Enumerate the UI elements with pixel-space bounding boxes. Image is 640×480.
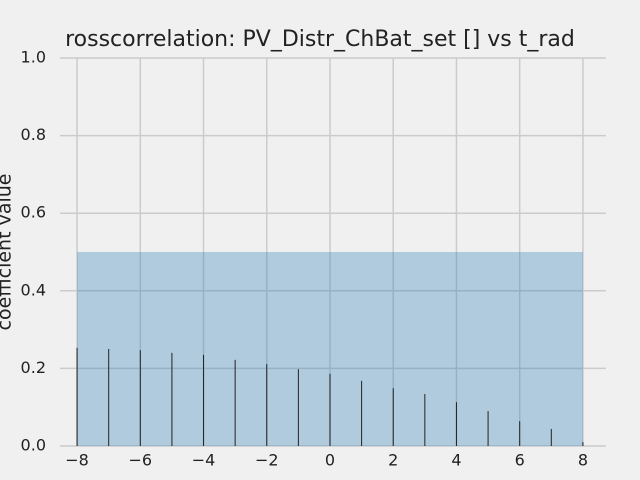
x-tick-label: −2 xyxy=(255,451,279,470)
x-tick-label: 2 xyxy=(388,451,398,470)
x-tick-label: 4 xyxy=(451,451,461,470)
x-tick-label: 0 xyxy=(325,451,335,470)
y-tick-label: 1.0 xyxy=(21,48,46,67)
x-tick-label: −6 xyxy=(129,451,153,470)
y-tick-label: 0.0 xyxy=(21,436,46,455)
y-tick-label: 0.4 xyxy=(21,280,46,299)
x-tick-label: −8 xyxy=(65,451,89,470)
x-axis-label: lag xyxy=(316,479,345,480)
chart-title: rosscorrelation: PV_Distr_ChBat_set [] v… xyxy=(65,27,575,52)
x-tick-label: −4 xyxy=(192,451,216,470)
y-tick-label: 0.8 xyxy=(21,125,46,144)
y-tick-label: 0.2 xyxy=(21,358,46,377)
y-tick-label: 0.6 xyxy=(21,203,46,222)
y-axis-label: coefficient value xyxy=(0,174,16,331)
x-tick-label: 8 xyxy=(578,451,588,470)
x-tick-label: 6 xyxy=(515,451,525,470)
